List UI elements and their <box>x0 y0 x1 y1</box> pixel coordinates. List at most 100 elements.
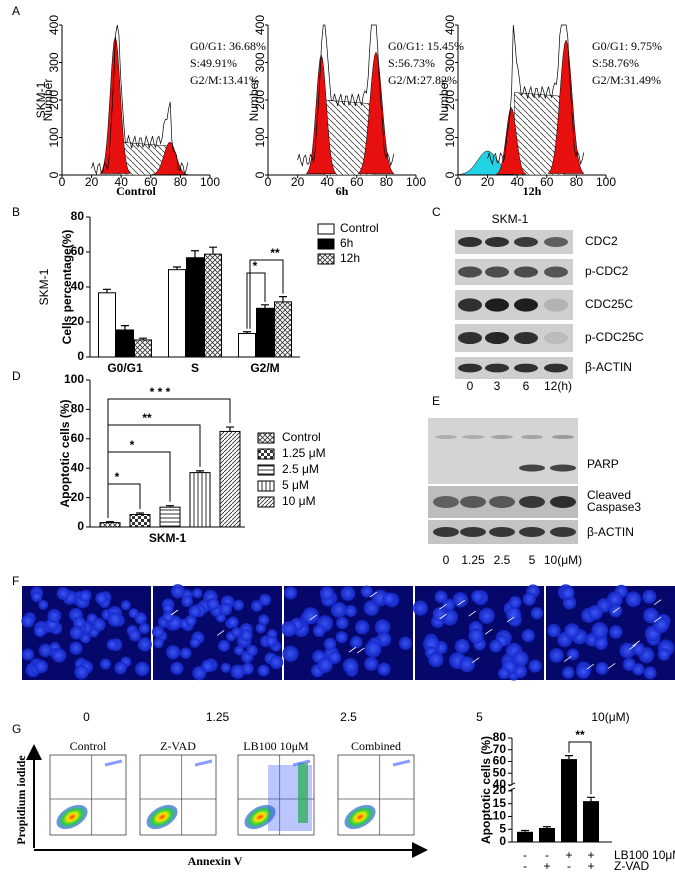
blot-band <box>514 363 538 373</box>
nucleus <box>632 663 645 676</box>
blot-band <box>433 527 459 537</box>
arrow <box>369 591 378 598</box>
y-tick-label: 300 <box>47 52 61 72</box>
arrow <box>564 656 572 662</box>
blot-band <box>458 298 482 312</box>
x-tick-label: 80 <box>570 175 584 189</box>
nucleus <box>120 600 131 611</box>
nucleus <box>107 612 123 627</box>
phase-label: G0/G1: 9.75% <box>592 39 662 53</box>
g1-peak <box>99 36 131 174</box>
nucleus <box>364 656 379 671</box>
cell-density <box>146 804 178 830</box>
bar <box>168 269 186 358</box>
arrow <box>468 610 477 617</box>
nucleus <box>220 662 231 673</box>
blot-title: SKM-1 <box>492 212 529 226</box>
blot-band <box>435 435 457 439</box>
condition-sign: + <box>565 848 572 862</box>
y-tick-label: 60 <box>71 431 85 445</box>
condition-sign: + <box>587 848 594 862</box>
nucleus <box>512 650 529 667</box>
nucleus <box>100 658 112 670</box>
y-tick-label: 400 <box>253 15 267 35</box>
nucleus <box>344 605 357 618</box>
cell-density <box>244 804 276 830</box>
nucleus <box>350 636 363 649</box>
arrow <box>653 616 662 623</box>
blot-band <box>550 464 576 472</box>
nucleus <box>319 586 335 601</box>
bar <box>204 253 222 358</box>
panel-label: A <box>12 4 20 18</box>
blot-band <box>485 266 509 278</box>
nucleus <box>595 661 609 675</box>
y-tick-label: 200 <box>253 90 267 110</box>
x-tick-label: 40 <box>115 175 129 189</box>
row-label: SKM-1 <box>37 268 51 305</box>
legend-swatch <box>257 432 275 444</box>
x-tick-label: 100 <box>596 175 616 189</box>
outline <box>487 24 585 166</box>
significance: ** <box>575 728 585 742</box>
nucleus <box>170 661 184 675</box>
arrow <box>607 663 616 669</box>
nucleus <box>302 607 320 625</box>
x-tick-label: 60 <box>540 175 554 189</box>
significance-bracket <box>249 259 284 329</box>
y-tick-label: 0 <box>77 519 84 533</box>
nucleus <box>454 638 470 654</box>
quadrant <box>140 755 216 835</box>
y-tick-label: 400 <box>47 15 61 35</box>
nucleus <box>106 639 118 651</box>
bar <box>99 522 121 528</box>
error-bar <box>565 754 573 760</box>
y-tick-label: 0 <box>47 171 61 178</box>
blot-band <box>489 527 515 537</box>
upper-cloud <box>104 759 123 767</box>
nucleus <box>95 592 108 605</box>
nucleus <box>471 590 484 603</box>
x-tick-label: 100 <box>200 175 220 189</box>
legend-swatch <box>257 448 275 460</box>
blot-band <box>458 331 482 345</box>
blot-band <box>460 496 486 508</box>
nucleus <box>206 597 220 611</box>
nucleus <box>643 666 657 680</box>
legend-label: Control <box>282 430 321 444</box>
phase-label: G2/M:27.82% <box>388 73 457 87</box>
y-tick-label: 40 <box>71 460 85 474</box>
x-tick-label: G2/M <box>250 361 279 375</box>
phase-label: G2/M:31.49% <box>592 73 661 87</box>
blot-band <box>544 298 568 312</box>
nucleus <box>33 625 47 638</box>
y-tick-label: 100 <box>47 127 61 147</box>
arrow <box>471 657 480 664</box>
nucleus <box>330 601 347 618</box>
nucleus <box>442 598 456 612</box>
blot-band <box>514 237 538 247</box>
blot-band <box>544 237 568 247</box>
nucleus <box>625 591 642 608</box>
arrow <box>506 616 515 623</box>
flow-title: LB100 10μM <box>243 739 309 753</box>
nucleus <box>377 662 391 676</box>
bar <box>116 329 134 358</box>
lane-label: 0 <box>467 379 474 393</box>
blot-band <box>514 266 538 278</box>
blot-row-label: β-ACTIN <box>585 360 632 374</box>
error-bar <box>121 324 129 330</box>
blot-band <box>489 496 515 508</box>
outline <box>91 24 189 176</box>
y-axis-label: Number <box>41 79 55 122</box>
nucleus <box>250 600 263 612</box>
x-tick-label: S <box>191 361 199 375</box>
nucleus <box>468 628 484 644</box>
y-tick-label: 40 <box>493 777 507 791</box>
blot-band <box>519 527 545 537</box>
legend-label: 5 μM <box>282 478 309 492</box>
blot-band <box>544 363 568 373</box>
x-tick-label: G0/G1 <box>107 361 143 375</box>
nucleus <box>218 639 231 652</box>
nucleus <box>259 593 272 606</box>
